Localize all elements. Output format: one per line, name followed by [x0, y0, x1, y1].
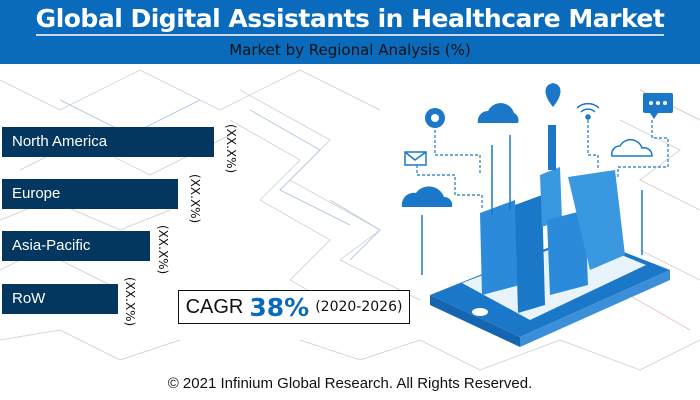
value-label-europe: (XX.X%) — [188, 174, 202, 224]
gear-icon — [425, 108, 445, 128]
value-label-row: (XX.X%) — [123, 277, 137, 327]
header-banner: Global Digital Assistants in Healthcare … — [0, 0, 700, 64]
wifi-icon — [576, 102, 600, 120]
cloud-icon-left — [401, 186, 453, 207]
buildings — [480, 125, 625, 313]
bar-asia-pacific: Asia-Pacific — [2, 231, 150, 261]
cloud-icon — [477, 103, 519, 123]
bar-europe: Europe — [2, 179, 178, 209]
cagr-label: CAGR — [185, 295, 244, 318]
bar-north-america: North America — [2, 127, 214, 157]
cloud-outline-icon — [611, 138, 653, 157]
bar-row: RoW — [2, 284, 118, 314]
chat-bubble-icon — [643, 93, 673, 119]
smart-city-phone-illustration — [401, 83, 673, 347]
value-label-asia-pacific: (XX.X%) — [156, 225, 170, 275]
chart-title: Global Digital Assistants in Healthcare … — [0, 4, 700, 36]
wind-turbines — [421, 135, 643, 275]
chart-subtitle: Market by Regional Analysis (%) — [229, 41, 471, 59]
location-pin-icon — [545, 83, 561, 107]
copyright-footer: © 2021 Infinium Global Research. All Rig… — [167, 375, 533, 392]
cagr-box: CAGR 38% (2020-2026) — [178, 290, 410, 324]
cagr-value: 38% — [249, 292, 310, 322]
cagr-period: (2020-2026) — [315, 299, 403, 315]
value-label-north-america: (XX.X%) — [224, 124, 238, 174]
mail-icon — [404, 151, 427, 166]
